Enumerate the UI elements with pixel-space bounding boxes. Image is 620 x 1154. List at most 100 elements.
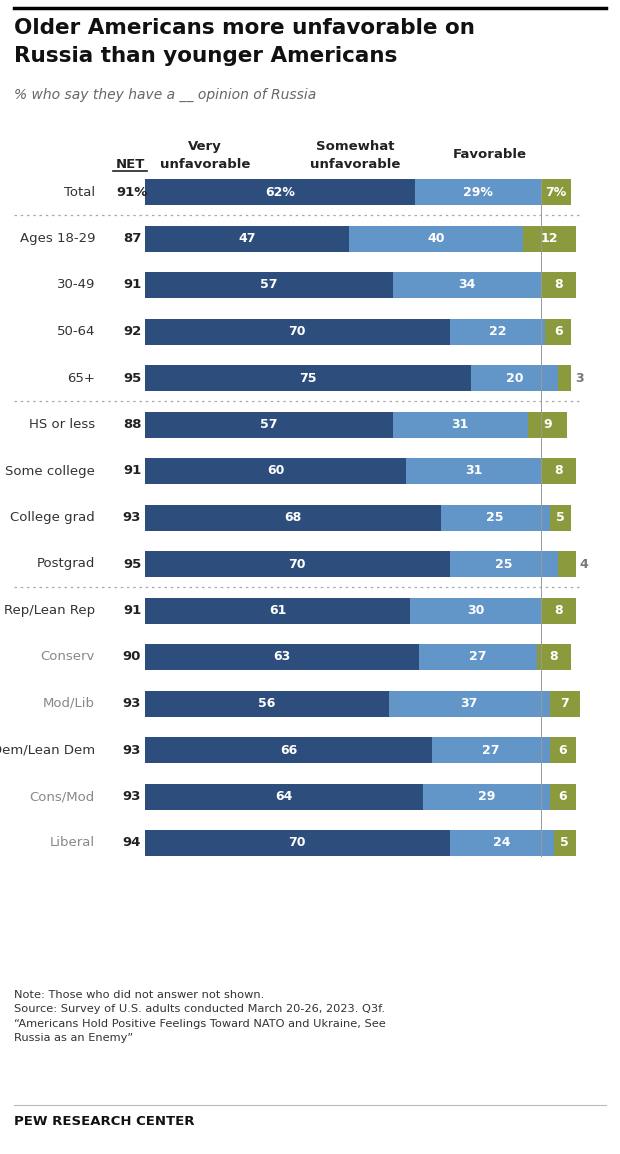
Text: 30: 30 [467, 604, 484, 617]
Bar [558, 365, 571, 391]
Text: 4: 4 [580, 557, 588, 570]
Text: Favorable: Favorable [453, 148, 527, 162]
Bar [145, 784, 423, 809]
Bar [549, 690, 580, 717]
Text: 22: 22 [489, 325, 506, 338]
Text: 7: 7 [560, 697, 569, 710]
Text: 8: 8 [554, 604, 562, 617]
Bar [541, 598, 575, 623]
Text: 92: 92 [123, 325, 141, 338]
Bar [145, 830, 450, 856]
Text: 29%: 29% [463, 186, 493, 198]
Bar [549, 784, 575, 809]
Bar [523, 225, 575, 252]
Text: 63: 63 [273, 651, 291, 664]
Text: 91: 91 [123, 604, 141, 617]
Text: 75: 75 [299, 372, 317, 384]
Bar [541, 272, 575, 298]
Text: 27: 27 [469, 651, 487, 664]
Text: 31: 31 [452, 418, 469, 430]
Text: Some college: Some college [5, 465, 95, 478]
Bar [389, 690, 549, 717]
Text: % who say they have a __ opinion of Russia: % who say they have a __ opinion of Russ… [14, 88, 316, 103]
Bar [145, 458, 406, 484]
Text: unfavorable: unfavorable [310, 158, 400, 171]
Text: 70: 70 [288, 557, 306, 570]
Text: Mod/Lib: Mod/Lib [43, 697, 95, 710]
Text: 93: 93 [123, 743, 141, 757]
Text: Ages 18-29: Ages 18-29 [19, 232, 95, 245]
Text: 91: 91 [123, 465, 141, 478]
Text: Note: Those who did not answer not shown.
Source: Survey of U.S. adults conducte: Note: Those who did not answer not shown… [14, 990, 386, 1043]
Bar [350, 225, 523, 252]
Text: Very: Very [188, 140, 222, 153]
Text: 57: 57 [260, 418, 278, 430]
Text: 61: 61 [269, 604, 286, 617]
Text: Liberal: Liberal [50, 837, 95, 849]
Text: 95: 95 [123, 372, 141, 384]
Text: 88: 88 [123, 418, 141, 430]
Text: Rep/Lean Rep: Rep/Lean Rep [4, 604, 95, 617]
Text: NET: NET [115, 158, 144, 171]
Text: 6: 6 [554, 325, 562, 338]
Bar [145, 504, 441, 531]
Text: 6: 6 [558, 790, 567, 803]
Text: 70: 70 [288, 837, 306, 849]
Text: 94: 94 [123, 837, 141, 849]
Text: 9: 9 [543, 418, 552, 430]
Bar [536, 644, 571, 670]
Text: 91%: 91% [117, 186, 148, 198]
Text: 93: 93 [123, 697, 141, 710]
Text: 34: 34 [458, 278, 476, 292]
Text: 40: 40 [428, 232, 445, 245]
Bar [545, 319, 571, 345]
Bar [549, 737, 575, 763]
Text: 93: 93 [123, 790, 141, 803]
Text: Cons/Mod: Cons/Mod [30, 790, 95, 803]
Bar [145, 412, 393, 437]
Text: 27: 27 [482, 743, 500, 757]
Bar [471, 365, 558, 391]
Text: 6: 6 [558, 743, 567, 757]
Bar [432, 737, 549, 763]
Bar [450, 830, 554, 856]
Bar [393, 272, 541, 298]
Text: 25: 25 [487, 511, 504, 524]
Text: 12: 12 [541, 232, 558, 245]
Bar [145, 644, 419, 670]
Text: Older Americans more unfavorable on: Older Americans more unfavorable on [14, 18, 475, 38]
Text: 8: 8 [554, 465, 562, 478]
Text: 50-64: 50-64 [56, 325, 95, 338]
Bar [145, 550, 450, 577]
Text: 31: 31 [465, 465, 482, 478]
Bar [423, 784, 549, 809]
Text: 93: 93 [123, 511, 141, 524]
Text: 7%: 7% [546, 186, 567, 198]
Text: 29: 29 [478, 790, 495, 803]
Text: 64: 64 [275, 790, 293, 803]
Bar [541, 179, 571, 205]
Text: 25: 25 [495, 557, 513, 570]
Text: 87: 87 [123, 232, 141, 245]
Text: 70: 70 [288, 325, 306, 338]
Text: 68: 68 [285, 511, 301, 524]
Bar [419, 644, 536, 670]
Text: 57: 57 [260, 278, 278, 292]
Text: Conserv: Conserv [41, 651, 95, 664]
Bar [145, 319, 450, 345]
Text: 65+: 65+ [67, 372, 95, 384]
Bar [549, 504, 571, 531]
Text: 8: 8 [554, 278, 562, 292]
Text: HS or less: HS or less [29, 418, 95, 430]
Bar [145, 690, 389, 717]
Text: 90: 90 [123, 651, 141, 664]
Bar [558, 550, 575, 577]
Bar [393, 412, 528, 437]
Text: Somewhat: Somewhat [316, 140, 394, 153]
Bar [450, 319, 545, 345]
Bar [441, 504, 549, 531]
Bar [406, 458, 541, 484]
Bar [145, 737, 432, 763]
Text: 91: 91 [123, 278, 141, 292]
Text: PEW RESEARCH CENTER: PEW RESEARCH CENTER [14, 1115, 195, 1127]
